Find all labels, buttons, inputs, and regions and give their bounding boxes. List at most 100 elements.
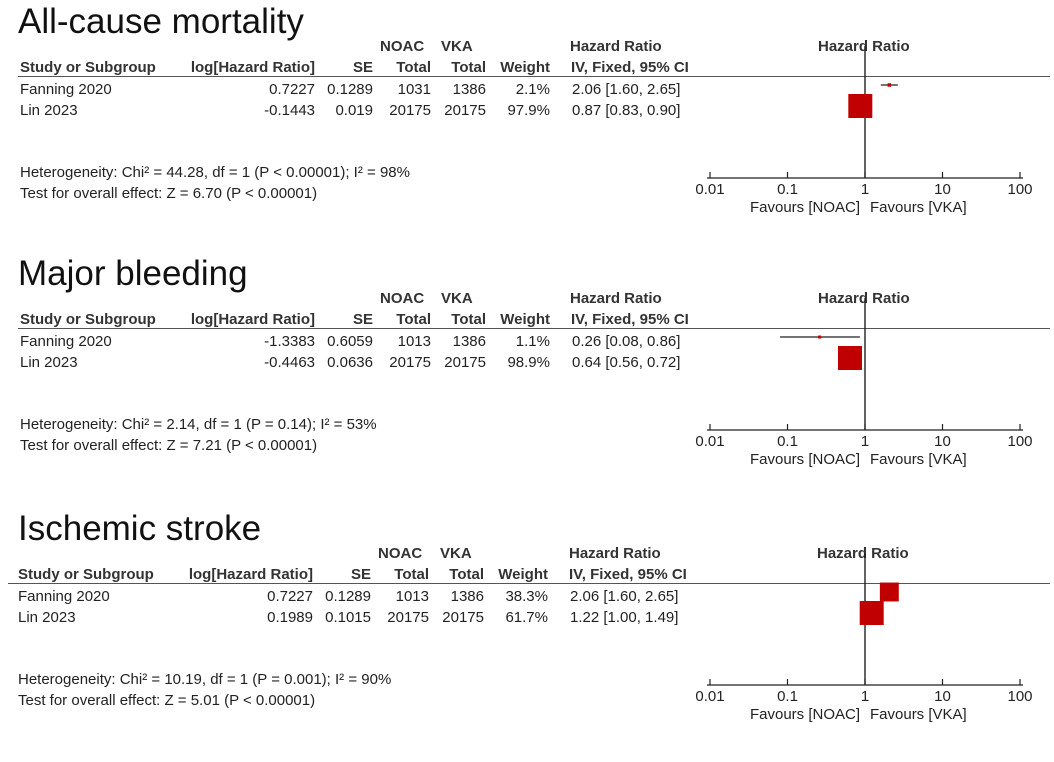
panel-title: All-cause mortality <box>18 2 304 41</box>
col-se: SE <box>352 59 373 76</box>
study-name: Fanning 2020 <box>18 588 110 605</box>
study-se: 0.1289 <box>327 81 373 98</box>
study-noac-total: 20175 <box>387 609 429 626</box>
col-noac-total: Total <box>396 311 431 328</box>
effect-marker <box>859 601 884 625</box>
col-weight: Weight <box>498 566 548 583</box>
header-noac: NOAC <box>378 545 423 562</box>
overall-effect-text: Test for overall effect: Z = 6.70 (P < 0… <box>20 185 318 202</box>
x-tick-label: 1 <box>861 433 869 450</box>
col-study: Study or Subgroup <box>20 311 156 328</box>
col-method: IV, Fixed, 95% CI <box>569 566 687 583</box>
heterogeneity-text: Heterogeneity: Chi² = 2.14, df = 1 (P = … <box>20 416 377 433</box>
header-rule <box>18 328 1050 329</box>
col-weight: Weight <box>500 311 550 328</box>
study-name: Lin 2023 <box>20 102 78 119</box>
study-vka-total: 20175 <box>444 102 486 119</box>
plot-header-hazard-ratio: Hazard Ratio <box>817 545 909 562</box>
study-loghr: 0.1989 <box>267 609 313 626</box>
col-study: Study or Subgroup <box>20 59 156 76</box>
study-se: 0.1015 <box>325 609 371 626</box>
col-loghr: log[Hazard Ratio] <box>190 311 315 328</box>
header-vka: VKA <box>441 38 473 55</box>
header-vka: VKA <box>440 545 472 562</box>
study-se: 0.1289 <box>325 588 371 605</box>
study-vka-total: 1386 <box>452 81 486 98</box>
study-ci: 0.26 [0.08, 0.86] <box>572 333 681 350</box>
header-hazard-ratio: Hazard Ratio <box>570 290 662 307</box>
forest-panel-all-cause-mortality: All-cause mortality NOAC VKA Hazard Rati… <box>0 0 1054 255</box>
x-tick-label: 1 <box>861 181 869 198</box>
study-name: Lin 2023 <box>18 609 76 626</box>
study-weight: 38.3% <box>505 588 548 605</box>
plot-header-hazard-ratio: Hazard Ratio <box>818 290 910 307</box>
col-se: SE <box>352 311 373 328</box>
col-method: IV, Fixed, 95% CI <box>571 311 689 328</box>
col-study: Study or Subgroup <box>18 566 154 583</box>
study-se: 0.0636 <box>327 354 373 371</box>
study-weight: 97.9% <box>507 102 550 119</box>
favours-vka-label: Favours [VKA] <box>870 706 967 723</box>
study-name: Lin 2023 <box>20 354 78 371</box>
col-method: IV, Fixed, 95% CI <box>571 59 689 76</box>
col-weight: Weight <box>500 59 550 76</box>
study-ci: 0.87 [0.83, 0.90] <box>572 102 681 119</box>
study-loghr: 0.7227 <box>267 588 313 605</box>
study-vka-total: 1386 <box>452 333 486 350</box>
col-vka-total: Total <box>451 311 486 328</box>
header-noac: NOAC <box>380 290 425 307</box>
study-se: 0.6059 <box>327 333 373 350</box>
study-vka-total: 20175 <box>442 609 484 626</box>
x-tick-label: 0.1 <box>777 433 798 450</box>
col-vka-total: Total <box>449 566 484 583</box>
panel-title: Ischemic stroke <box>18 509 262 548</box>
effect-marker <box>848 94 873 118</box>
x-tick-label: 100 <box>1007 433 1032 450</box>
overall-effect-text: Test for overall effect: Z = 7.21 (P < 0… <box>20 437 318 454</box>
favours-noac-label: Favours [NOAC] <box>750 706 860 723</box>
header-hazard-ratio: Hazard Ratio <box>570 38 662 55</box>
header-noac: NOAC <box>380 38 425 55</box>
study-weight: 2.1% <box>515 81 550 98</box>
header-vka: VKA <box>441 290 473 307</box>
study-vka-total: 1386 <box>450 588 484 605</box>
favours-vka-label: Favours [VKA] <box>870 199 967 216</box>
x-tick-label: 10 <box>934 688 951 705</box>
study-ci: 2.06 [1.60, 2.65] <box>570 588 679 605</box>
overall-effect-text: Test for overall effect: Z = 5.01 (P < 0… <box>18 692 316 709</box>
forest-plot: 0.01 0.1 1 10 100 Favours [NOAC] Favours [VKA] <box>695 46 1033 216</box>
x-tick-label: 0.01 <box>695 433 724 450</box>
header-rule <box>18 76 1050 77</box>
x-tick-label: 0.1 <box>777 181 798 198</box>
panel-title: Major bleeding <box>18 254 248 293</box>
study-noac-total: 20175 <box>389 102 431 119</box>
x-tick-label: 100 <box>1007 181 1032 198</box>
x-tick-label: 0.01 <box>695 688 724 705</box>
study-loghr: -0.4463 <box>264 354 315 371</box>
col-loghr: log[Hazard Ratio] <box>188 566 313 583</box>
effect-marker <box>887 83 892 87</box>
effect-marker <box>837 346 862 370</box>
study-noac-total: 1013 <box>397 333 431 350</box>
header-hazard-ratio: Hazard Ratio <box>569 545 661 562</box>
forest-plot: 0.01 0.1 1 10 100 Favours [NOAC] Favours [VKA] <box>695 298 1033 468</box>
study-loghr: 0.7227 <box>269 81 315 98</box>
study-ci: 0.64 [0.56, 0.72] <box>572 354 681 371</box>
col-loghr: log[Hazard Ratio] <box>190 59 315 76</box>
x-tick-label: 10 <box>934 433 951 450</box>
effect-marker <box>818 335 822 339</box>
x-tick-label: 100 <box>1007 688 1032 705</box>
study-name: Fanning 2020 <box>20 333 112 350</box>
heterogeneity-text: Heterogeneity: Chi² = 44.28, df = 1 (P <… <box>20 164 410 181</box>
heterogeneity-text: Heterogeneity: Chi² = 10.19, df = 1 (P =… <box>18 671 392 688</box>
col-se: SE <box>350 566 371 583</box>
study-ci: 1.22 [1.00, 1.49] <box>570 609 679 626</box>
col-vka-total: Total <box>451 59 486 76</box>
header-rule <box>8 583 1050 584</box>
favours-noac-label: Favours [NOAC] <box>750 451 860 468</box>
study-weight: 98.9% <box>507 354 550 371</box>
forest-panel-ischemic-stroke: Ischemic stroke NOAC VKA Hazard Ratio Ha… <box>0 507 1054 762</box>
study-name: Fanning 2020 <box>20 81 112 98</box>
forest-plot: 0.01 0.1 1 10 100 Favours [NOAC] Favours [VKA] <box>695 553 1033 723</box>
forest-panel-major-bleeding: Major bleeding NOAC VKA Hazard Ratio Haz… <box>0 252 1054 507</box>
